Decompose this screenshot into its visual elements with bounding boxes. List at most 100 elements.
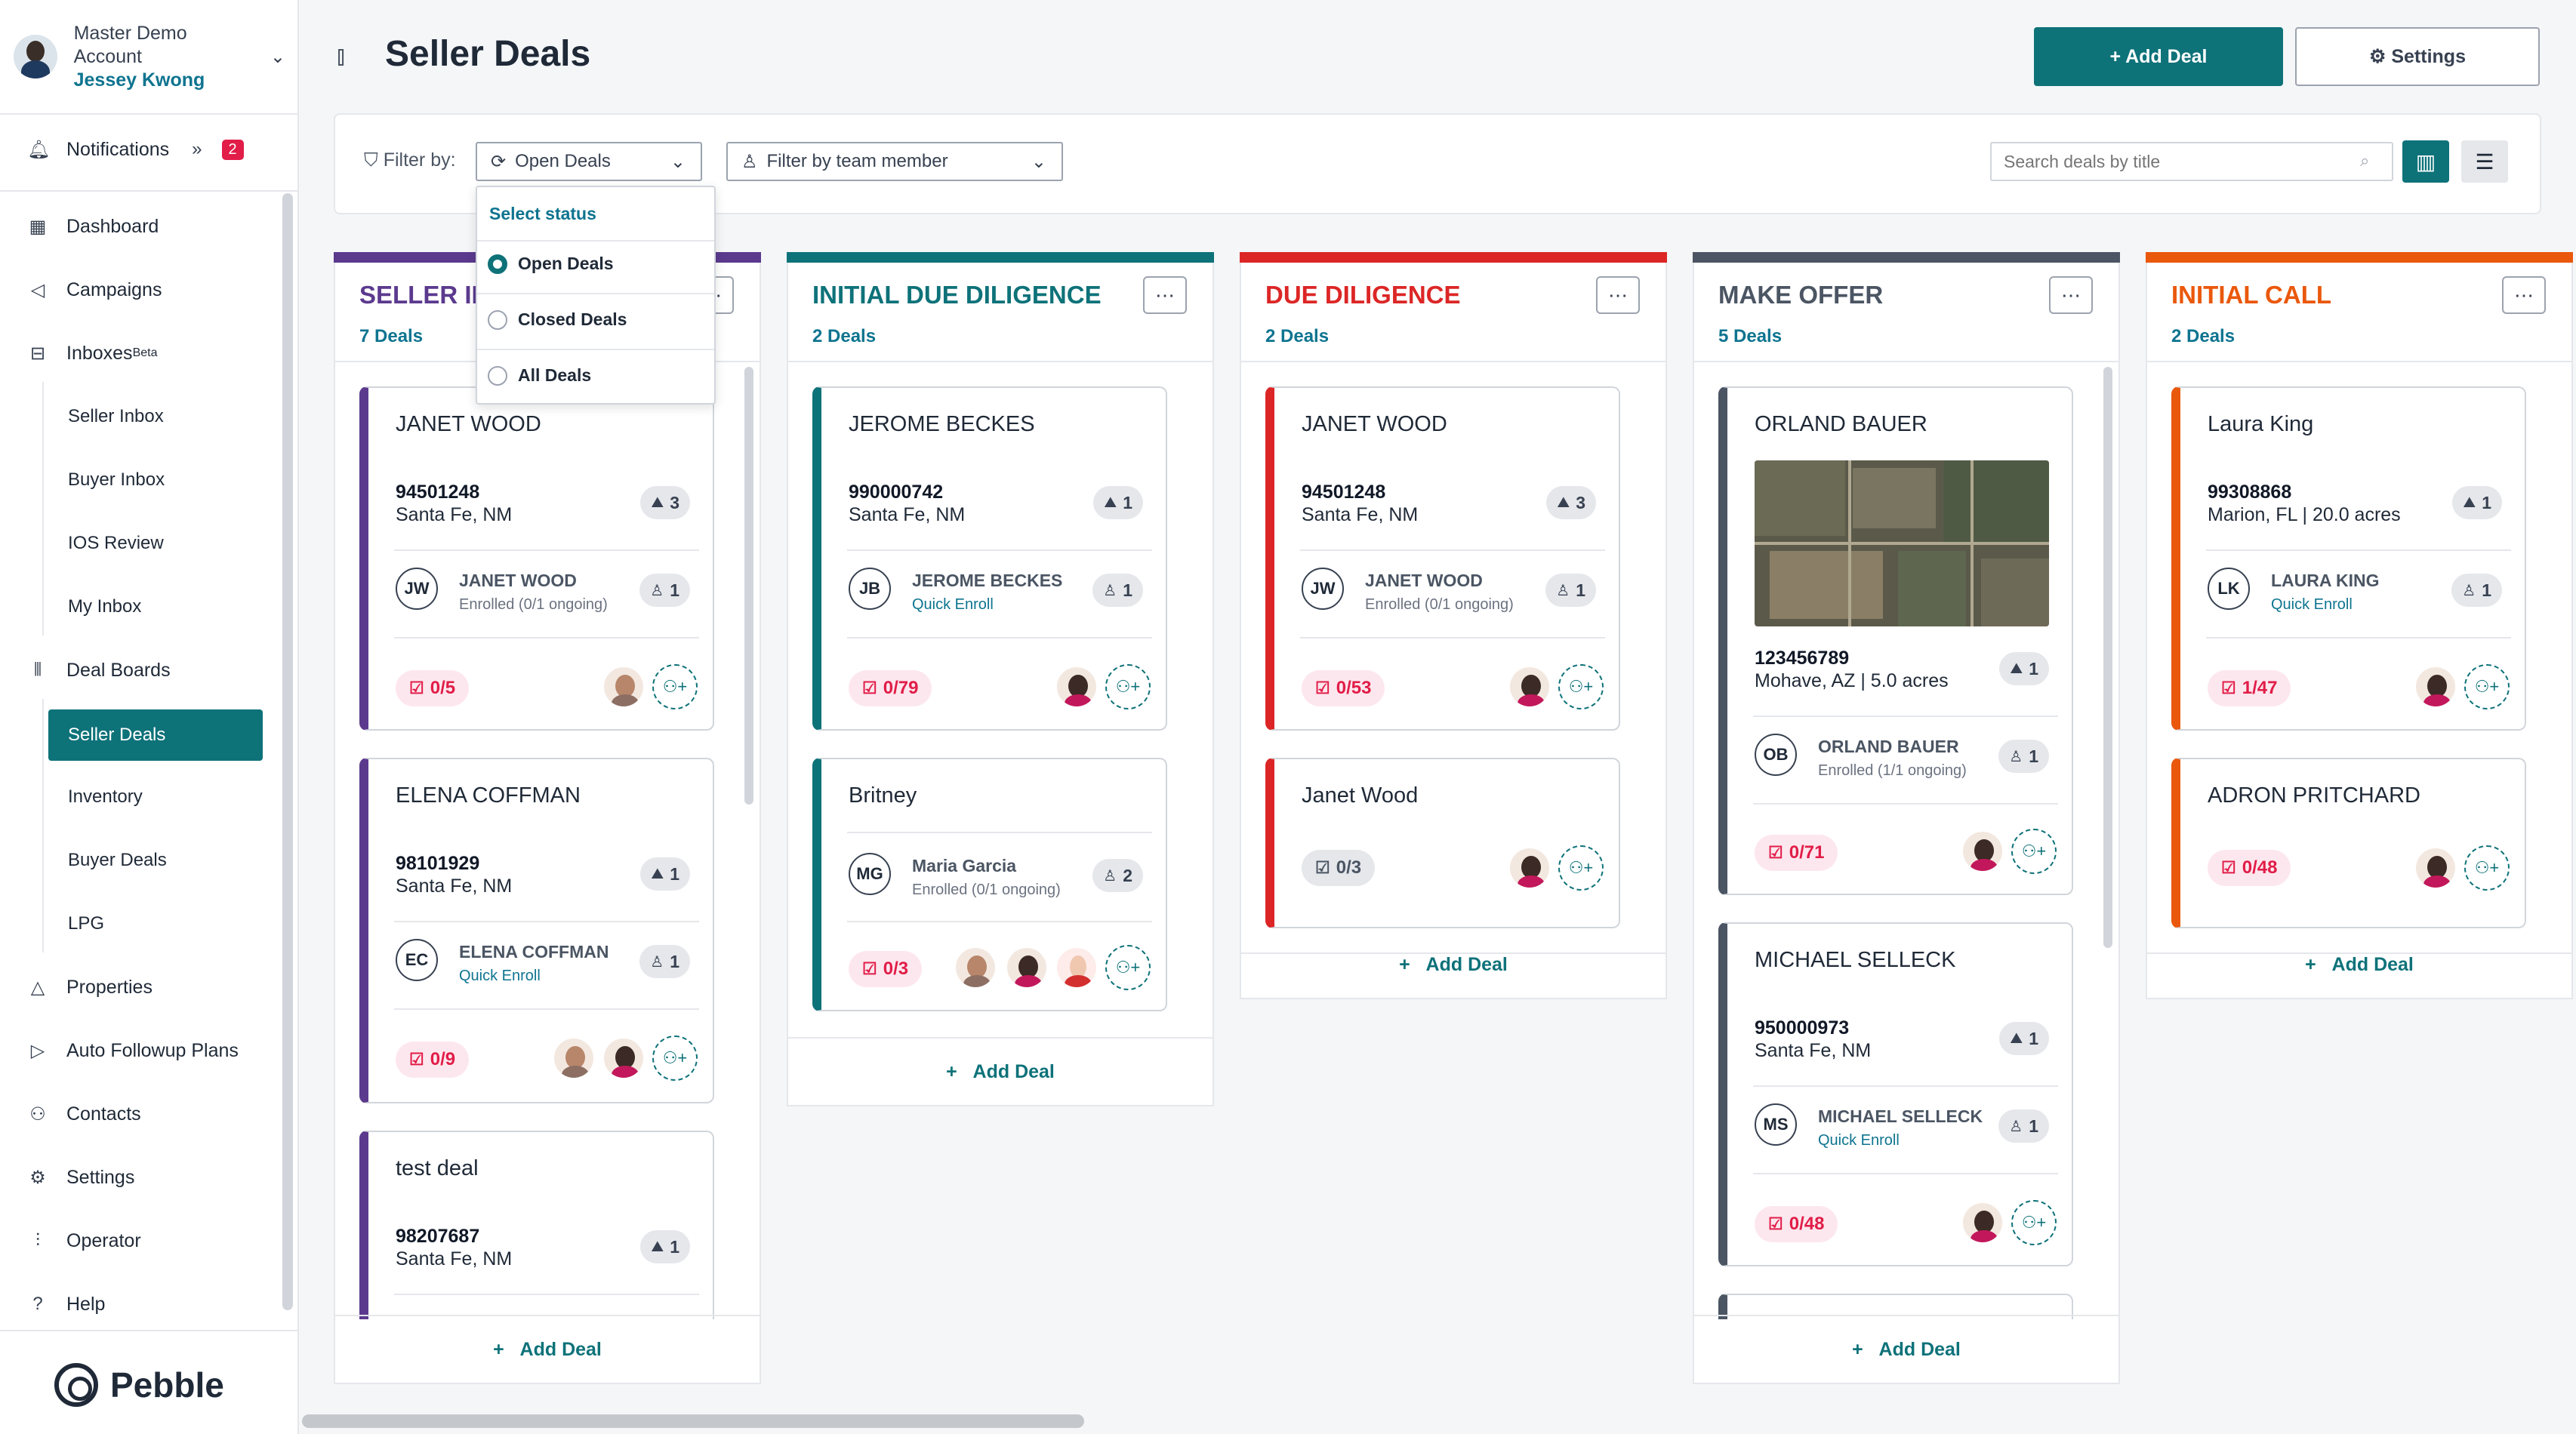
sidebar-item-my-inbox[interactable]: My Inbox xyxy=(68,596,142,617)
task-progress-badge[interactable]: ☑ 0/48 xyxy=(2208,850,2291,886)
deal-card[interactable]: JEROME BECKES 990000742 Santa Fe, NM ⛰ 1 … xyxy=(812,386,1167,731)
team-member-filter-select[interactable]: ♙ Filter by team member ⌄ xyxy=(726,142,1063,181)
owner-name[interactable]: JANET WOOD xyxy=(459,571,577,590)
horizontal-scrollbar[interactable] xyxy=(302,1414,1084,1428)
sidebar-item-contacts[interactable]: ⚇ Contacts xyxy=(27,1097,140,1131)
account-switcher[interactable]: Master Demo Account Jessey Kwong ⌄ xyxy=(14,23,285,91)
sidebar-item-inboxes[interactable]: ⊟ Inboxes Beta xyxy=(27,337,158,370)
parcel-count-badge[interactable]: ⛰ 1 xyxy=(1093,486,1143,519)
option-closed-deals[interactable]: Closed Deals xyxy=(488,309,627,330)
column-add-deal-button[interactable]: + Add Deal xyxy=(2305,954,2414,975)
column-add-deal-button[interactable]: + Add Deal xyxy=(1852,1339,1961,1360)
owner-name[interactable]: ELENA COFFMAN xyxy=(459,942,609,962)
quick-enroll-link[interactable]: Quick Enroll xyxy=(2271,596,2353,613)
column-more-button[interactable]: ⋯ xyxy=(1596,276,1640,314)
add-assignee-button[interactable]: ⚇+ xyxy=(2011,829,2057,874)
add-assignee-button[interactable]: ⚇+ xyxy=(2464,845,2510,891)
contact-count-badge[interactable]: ♙ 1 xyxy=(1998,740,2049,773)
contact-count-badge[interactable]: ♙ 1 xyxy=(1092,574,1143,607)
quick-enroll-link[interactable]: Quick Enroll xyxy=(912,596,994,613)
column-scrollbar[interactable] xyxy=(744,367,753,805)
column-add-deal-button[interactable]: + Add Deal xyxy=(1399,954,1508,975)
sidebar-item-ios-review[interactable]: IOS Review xyxy=(68,533,164,553)
column-scrollbar[interactable] xyxy=(2103,367,2112,948)
deal-card[interactable]: MICHAEL SELLECK 950000973 Santa Fe, NM ⛰… xyxy=(1718,922,2073,1266)
add-deal-button[interactable]: + Add Deal xyxy=(2034,27,2283,86)
sidebar-item-properties[interactable]: △ Properties xyxy=(27,971,153,1004)
task-progress-badge[interactable]: ☑ 0/71 xyxy=(1755,835,1838,871)
sidebar-item-auto-followup-plans[interactable]: ▷ Auto Followup Plans xyxy=(27,1034,239,1067)
owner-name[interactable]: JEROME BECKES xyxy=(912,571,1063,590)
deal-card[interactable]: ELENA COFFMAN 98101929 Santa Fe, NM ⛰ 1 E… xyxy=(359,758,714,1103)
sidebar-item-buyer-inbox[interactable]: Buyer Inbox xyxy=(68,469,165,490)
task-progress-badge[interactable]: ☑ 0/79 xyxy=(849,670,932,706)
parcel-count-badge[interactable]: ⛰ 3 xyxy=(640,486,690,519)
add-assignee-button[interactable]: ⚇+ xyxy=(652,1035,698,1081)
sidebar-item-seller-deals[interactable]: Seller Deals xyxy=(48,709,263,761)
parcel-count-badge[interactable]: ⛰ 1 xyxy=(640,857,690,891)
owner-name[interactable]: JANET WOOD xyxy=(1365,571,1483,590)
sidebar-item-deal-boards[interactable]: ⫴ Deal Boards xyxy=(27,654,171,687)
sidebar-scrollbar[interactable] xyxy=(282,193,293,1310)
add-assignee-button[interactable]: ⚇+ xyxy=(1558,664,1604,709)
radio-selected[interactable] xyxy=(488,254,507,274)
deal-card[interactable]: JANET WOOD 94501248 Santa Fe, NM ⛰ 3 JW J… xyxy=(1265,386,1620,731)
owner-name[interactable]: MICHAEL SELLECK xyxy=(1818,1106,1983,1126)
parcel-count-badge[interactable]: ⛰ 1 xyxy=(1999,652,2049,685)
deal-card[interactable]: ADRON PRITCHARD ☑ 0/48 ⚇+ xyxy=(2171,758,2526,928)
task-progress-badge[interactable]: ☑ 0/3 xyxy=(849,951,923,987)
column-add-deal-button[interactable]: + Add Deal xyxy=(946,1061,1055,1082)
property-map-image[interactable] xyxy=(1755,460,2049,626)
status-filter-select[interactable]: ⟳ Open Deals ⌄ xyxy=(476,142,702,181)
sidebar-item-lpg[interactable]: LPG xyxy=(68,913,105,934)
sidebar-item-notifications[interactable]: 🔔︎ Notifications » 2 xyxy=(27,133,244,166)
option-open-deals[interactable]: Open Deals xyxy=(488,254,614,274)
task-progress-badge[interactable]: ☑ 0/5 xyxy=(396,670,470,706)
add-assignee-button[interactable]: ⚇+ xyxy=(1105,945,1151,990)
deal-card[interactable]: ORLAND BAUER 123456789 Mohave, AZ | 5.0 … xyxy=(1718,386,2073,895)
quick-enroll-link[interactable]: Quick Enroll xyxy=(459,968,541,984)
owner-name[interactable]: Maria Garcia xyxy=(912,856,1017,875)
contact-count-badge[interactable]: ♙ 1 xyxy=(639,945,690,978)
sidebar-item-seller-inbox[interactable]: Seller Inbox xyxy=(68,406,164,426)
settings-button[interactable]: ⚙ Settings xyxy=(2295,27,2540,86)
column-more-button[interactable]: ⋯ xyxy=(1143,276,1187,314)
deal-card[interactable]: Janet Wood ☑ 0/3 ⚇+ xyxy=(1265,758,1620,928)
add-assignee-button[interactable]: ⚇+ xyxy=(2464,664,2510,709)
search-input[interactable] xyxy=(1990,142,2393,181)
owner-name[interactable]: ORLAND BAUER xyxy=(1818,737,1959,756)
column-more-button[interactable]: ⋯ xyxy=(2049,276,2093,314)
deal-card[interactable]: Britney MG Maria Garcia Enrolled (0/1 on… xyxy=(812,758,1167,1011)
add-assignee-button[interactable]: ⚇+ xyxy=(1105,664,1151,709)
sidebar-item-settings[interactable]: ⚙ Settings xyxy=(27,1161,134,1194)
owner-name[interactable]: LAURA KING xyxy=(2271,571,2380,590)
list-view-toggle[interactable]: ☰ xyxy=(2461,140,2508,183)
contact-count-badge[interactable]: ♙ 1 xyxy=(639,574,690,607)
add-assignee-button[interactable]: ⚇+ xyxy=(1558,845,1604,891)
contact-count-badge[interactable]: ♙ 2 xyxy=(1092,859,1143,892)
contact-count-badge[interactable]: ♙ 1 xyxy=(1545,574,1596,607)
deal-card[interactable]: JANET WOOD 94501248 Santa Fe, NM ⛰ 3 JW J… xyxy=(359,386,714,731)
column-add-deal-button[interactable]: + Add Deal xyxy=(493,1339,602,1360)
task-progress-badge[interactable]: ☑ 0/48 xyxy=(1755,1206,1838,1242)
board-view-toggle[interactable]: ▥ xyxy=(2402,140,2449,183)
contact-count-badge[interactable]: ♙ 1 xyxy=(1998,1109,2049,1143)
add-assignee-button[interactable]: ⚇+ xyxy=(652,664,698,709)
parcel-count-badge[interactable]: ⛰ 1 xyxy=(1999,1022,2049,1055)
sidebar-item-inventory[interactable]: Inventory xyxy=(68,786,143,807)
radio[interactable] xyxy=(488,309,507,330)
task-progress-badge[interactable]: ☑ 0/9 xyxy=(396,1042,470,1078)
sidebar-item-campaigns[interactable]: ◁ Campaigns xyxy=(27,273,162,306)
task-progress-badge[interactable]: ☑ 0/3 xyxy=(1302,850,1376,886)
double-chevron-right-icon[interactable]: » xyxy=(192,139,202,159)
sidebar-item-buyer-deals[interactable]: Buyer Deals xyxy=(68,850,167,870)
parcel-count-badge[interactable]: ⛰ 1 xyxy=(2452,486,2502,519)
sidebar-item-dashboard[interactable]: ▦ Dashboard xyxy=(27,210,159,243)
deal-card[interactable]: Laura King 99308868 Marion, FL | 20.0 ac… xyxy=(2171,386,2526,731)
contact-count-badge[interactable]: ♙ 1 xyxy=(2451,574,2502,607)
task-progress-badge[interactable]: ☑ 0/53 xyxy=(1302,670,1385,706)
radio[interactable] xyxy=(488,365,507,386)
sidebar-item-operator[interactable]: ⫶ Operator xyxy=(27,1224,141,1257)
task-progress-badge[interactable]: ☑ 1/47 xyxy=(2208,670,2291,706)
quick-enroll-link[interactable]: Quick Enroll xyxy=(1818,1132,1900,1149)
